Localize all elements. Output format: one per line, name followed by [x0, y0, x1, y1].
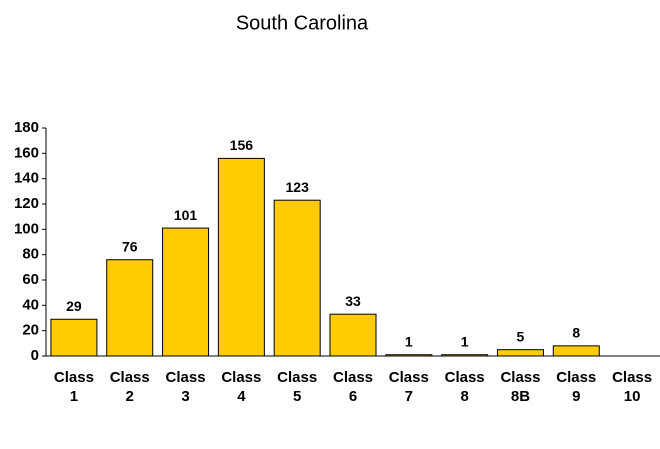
bar: [552, 345, 600, 357]
bar: [496, 349, 544, 357]
chart-title: South Carolina: [236, 12, 369, 34]
x-tick-label: Class 8: [444, 369, 485, 405]
x-tick-label: Class 5: [277, 369, 318, 405]
bar: [441, 354, 489, 357]
value-label: 5: [517, 328, 525, 344]
y-tick-label: 120: [14, 195, 39, 212]
value-label: 29: [66, 298, 82, 314]
x-tick-label: Class 10: [612, 369, 653, 405]
value-label: 33: [345, 293, 361, 309]
y-tick-label: 140: [14, 170, 39, 187]
bar: [217, 157, 265, 357]
value-label: 101: [174, 207, 198, 223]
y-tick-label: 100: [14, 220, 39, 237]
x-tick-label: Class 1: [53, 369, 94, 405]
bar: [162, 227, 210, 357]
bar: [385, 354, 433, 357]
y-tick-label: 80: [22, 246, 39, 263]
x-tick-label: Class 8B: [500, 369, 541, 405]
value-label: 8: [572, 325, 580, 341]
value-label: 1: [405, 333, 413, 349]
y-tick-label: 60: [22, 271, 39, 288]
y-tick-label: 160: [14, 144, 39, 161]
y-tick-label: 0: [31, 347, 39, 364]
x-tick-label: Class 7: [388, 369, 429, 405]
y-tick-label: 40: [22, 296, 39, 313]
value-label: 123: [286, 179, 310, 195]
value-label: 1: [461, 333, 469, 349]
bar: [273, 199, 321, 357]
value-label: 76: [122, 238, 138, 254]
value-label: 156: [230, 137, 254, 153]
x-tick-label: Class 3: [165, 369, 206, 405]
x-tick-label: Class 9: [556, 369, 597, 405]
x-tick-label: Class 6: [332, 369, 374, 405]
y-tick-label: 180: [14, 119, 39, 136]
x-tick-label: Class 2: [109, 369, 150, 405]
bar: [50, 318, 98, 357]
x-tick-label: Class 4: [221, 369, 262, 405]
bar: [329, 313, 377, 357]
bar: [106, 259, 154, 357]
y-tick-label: 20: [22, 322, 39, 339]
